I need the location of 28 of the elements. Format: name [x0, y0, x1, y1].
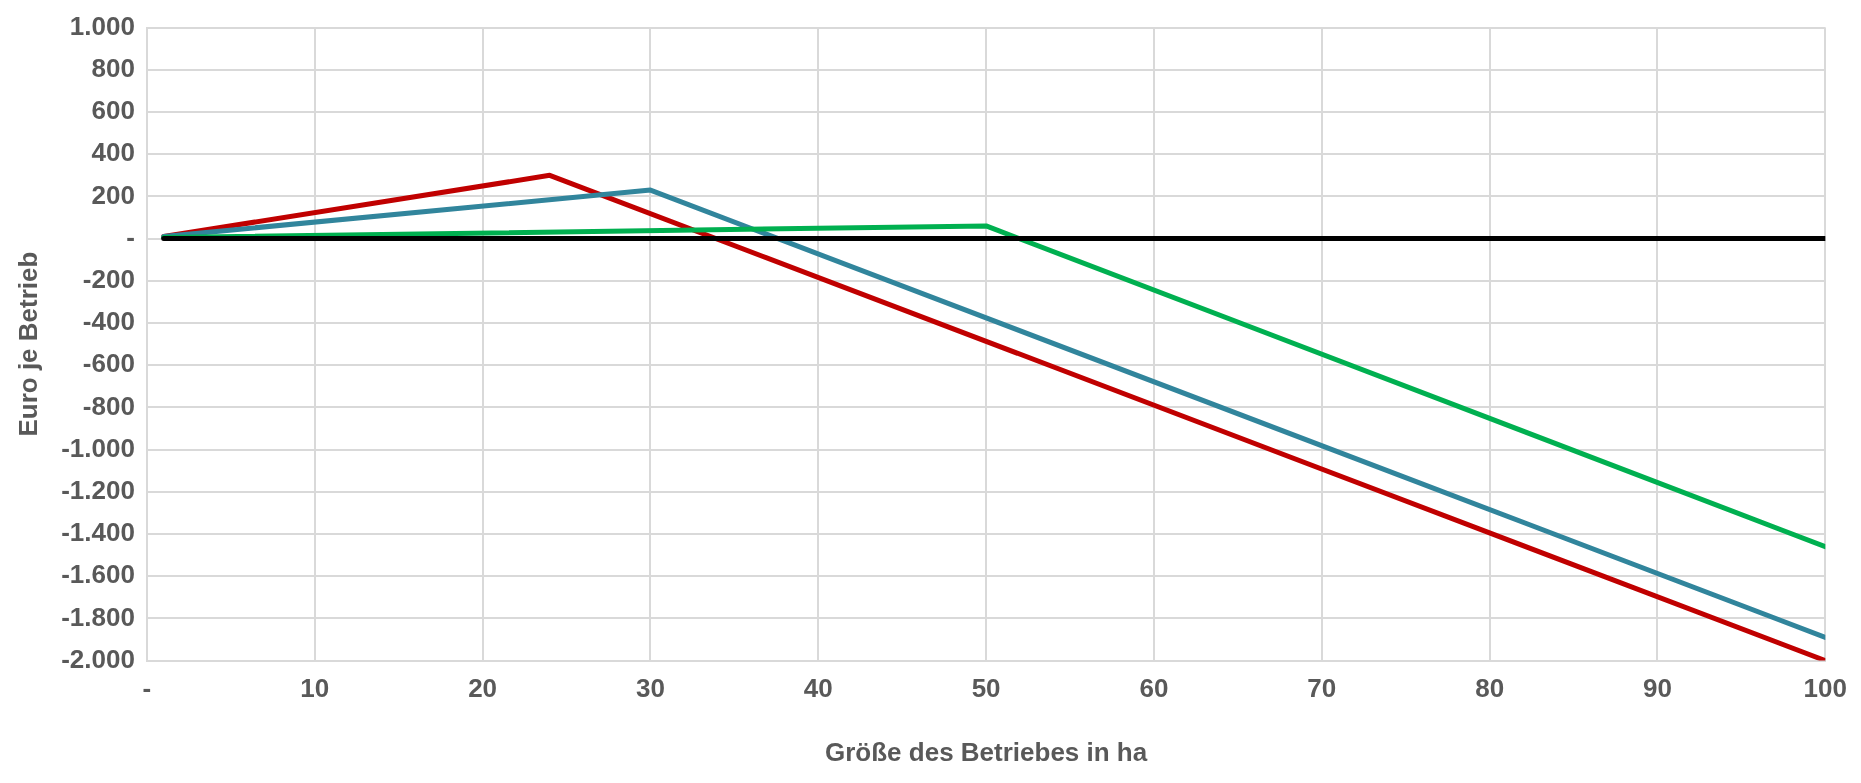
y-tick-label: -	[126, 221, 135, 252]
y-tick-label: -2.000	[61, 643, 135, 674]
y-tick-label: -1.400	[61, 517, 135, 548]
x-tick-label: 40	[803, 673, 833, 704]
x-tick-label: 30	[635, 673, 665, 704]
y-axis-title: Euro je Betrieb	[12, 251, 43, 437]
y-tick-label: -1.200	[61, 474, 135, 505]
x-tick-label: 70	[1307, 673, 1337, 704]
x-tick-label: 80	[1475, 673, 1505, 704]
y-tick-label: -1.000	[61, 432, 135, 463]
y-tick-label: -600	[82, 348, 135, 379]
y-tick-label: 800	[91, 52, 135, 83]
x-tick-label: 20	[468, 673, 498, 704]
y-tick-label: -200	[82, 263, 135, 294]
y-tick-label: 1.000	[69, 10, 135, 41]
y-tick-label: -400	[82, 306, 135, 337]
y-tick-label: 600	[91, 95, 135, 126]
y-tick-label: -800	[82, 390, 135, 421]
x-tick-label: 100	[1803, 673, 1848, 704]
x-tick-label: 50	[971, 673, 1001, 704]
y-tick-label: -1.600	[61, 559, 135, 590]
y-tick-label: -1.800	[61, 601, 135, 632]
x-tick-label: 90	[1643, 673, 1672, 704]
y-tick-label: 400	[91, 137, 135, 168]
y-tick-label: 200	[91, 179, 135, 210]
x-tick-label: 60	[1139, 673, 1169, 704]
x-axis-title: Größe des Betriebes in ha	[825, 736, 1148, 767]
x-tick-label: 10	[300, 673, 330, 704]
